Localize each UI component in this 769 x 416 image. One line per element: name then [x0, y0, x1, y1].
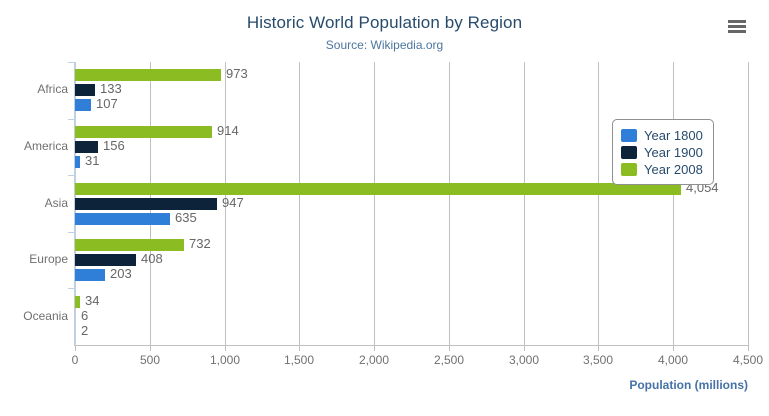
x-axis-title: Population (millions): [629, 378, 748, 392]
data-label-asia-year-1900: 947: [222, 194, 244, 210]
bar-asia-year-1800[interactable]: [75, 212, 170, 225]
gridline-2500: [449, 62, 450, 345]
legend-item-year-1800[interactable]: Year 1800: [621, 127, 703, 143]
category-label-asia: Asia: [44, 195, 68, 210]
x-axis-tick-label: 500: [139, 353, 161, 367]
bar-asia-year-2008[interactable]: [75, 182, 681, 195]
menu-bar-middle: [728, 25, 746, 28]
gridline-3500: [598, 62, 599, 345]
bar-africa-year-1900[interactable]: [75, 84, 95, 97]
x-axis-tick: [150, 345, 151, 351]
bar-europe-year-1900[interactable]: [75, 254, 136, 267]
legend-item-year-2008[interactable]: Year 2008: [621, 161, 703, 177]
x-axis-tick-label: 4,500: [732, 353, 764, 367]
gridline-1000: [225, 62, 226, 345]
data-label-europe-year-1800: 203: [110, 266, 132, 282]
x-axis-tick: [75, 345, 76, 351]
x-axis-tick-label: 3,000: [508, 353, 540, 367]
x-axis-tick: [598, 345, 599, 351]
x-axis-tick-label: 2,000: [358, 353, 390, 367]
bar-america-year-2008[interactable]: [75, 125, 212, 138]
data-label-oceania-year-2008: 34: [85, 292, 100, 308]
data-label-asia-year-1800: 635: [175, 209, 197, 225]
data-label-africa-year-1800: 107: [96, 96, 118, 112]
data-label-america-year-1900: 156: [103, 137, 125, 153]
gridline-4000: [673, 62, 674, 345]
data-label-europe-year-2008: 732: [189, 236, 211, 252]
y-axis-line: [74, 62, 75, 346]
data-label-america-year-1800: 31: [85, 152, 100, 168]
chart-title: Historic World Population by Region: [246, 13, 523, 32]
x-axis-tick: [225, 345, 226, 351]
bar-europe-year-2008[interactable]: [75, 239, 184, 252]
hamburger-menu-icon[interactable]: [726, 18, 748, 36]
gridline-4500: [748, 62, 749, 345]
category-label-africa: Africa: [37, 82, 68, 97]
chart-subtitle: Source: Wikipedia.org: [325, 38, 444, 52]
x-axis-tick-label: 2,500: [433, 353, 465, 367]
gridline-1500: [299, 62, 300, 345]
legend-label: Year 1900: [644, 144, 703, 160]
x-axis-tick: [374, 345, 375, 351]
x-axis-tick-label: 3,500: [582, 353, 614, 367]
data-label-oceania-year-1900: 6: [81, 307, 89, 323]
x-axis-tick: [299, 345, 300, 351]
gridline-2000: [374, 62, 375, 345]
bar-oceania-year-2008[interactable]: [75, 295, 80, 308]
category-label-europe: Europe: [29, 252, 68, 267]
x-axis-tick-label: 4,000: [657, 353, 689, 367]
x-axis-tick-label: 1,500: [283, 353, 315, 367]
bar-america-year-1800[interactable]: [75, 155, 80, 168]
legend-swatch-icon: [621, 145, 637, 159]
category-axis-labels: Africa America Asia Europe Oceania: [0, 0, 68, 416]
gridline-3000: [524, 62, 525, 345]
x-axis-tick-label: 0: [71, 353, 79, 367]
legend-item-year-1900[interactable]: Year 1900: [621, 144, 703, 160]
legend-label: Year 1800: [644, 127, 703, 143]
menu-bar-bottom: [728, 30, 746, 33]
x-axis-tick: [524, 345, 525, 351]
category-axis-tick: [68, 288, 75, 290]
category-label-america: America: [23, 138, 68, 153]
x-axis-line: [75, 345, 749, 346]
data-label-europe-year-1900: 408: [141, 251, 163, 267]
data-label-america-year-2008: 914: [217, 122, 239, 138]
x-axis-tick: [673, 345, 674, 351]
data-label-africa-year-2008: 973: [226, 66, 248, 82]
category-axis-tick: [68, 231, 75, 233]
bar-africa-year-1800[interactable]: [75, 99, 91, 112]
bar-africa-year-2008[interactable]: [75, 69, 221, 82]
menu-bar-top: [728, 20, 746, 23]
bar-europe-year-1800[interactable]: [75, 269, 105, 282]
bar-america-year-1900[interactable]: [75, 140, 98, 153]
data-label-africa-year-1900: 133: [100, 81, 122, 97]
bar-asia-year-1900[interactable]: [75, 197, 217, 210]
data-label-oceania-year-1800: 2: [81, 322, 89, 338]
category-axis-tick: [68, 175, 75, 177]
legend-swatch-icon: [621, 162, 637, 176]
x-axis-tick: [449, 345, 450, 351]
legend-label: Year 2008: [644, 161, 703, 177]
category-axis-tick: [68, 118, 75, 120]
category-axis-tick: [68, 62, 75, 63]
x-axis-tick-label: 1,000: [209, 353, 241, 367]
chart-legend: Year 1800 Year 1900 Year 2008: [612, 119, 714, 185]
category-label-oceania: Oceania: [23, 308, 68, 323]
x-axis-tick: [748, 345, 749, 351]
legend-swatch-icon: [621, 128, 637, 142]
plot-area: 973 133 107 914 156 31 4,054 947 635 732 408 203 34 6…: [75, 62, 749, 345]
